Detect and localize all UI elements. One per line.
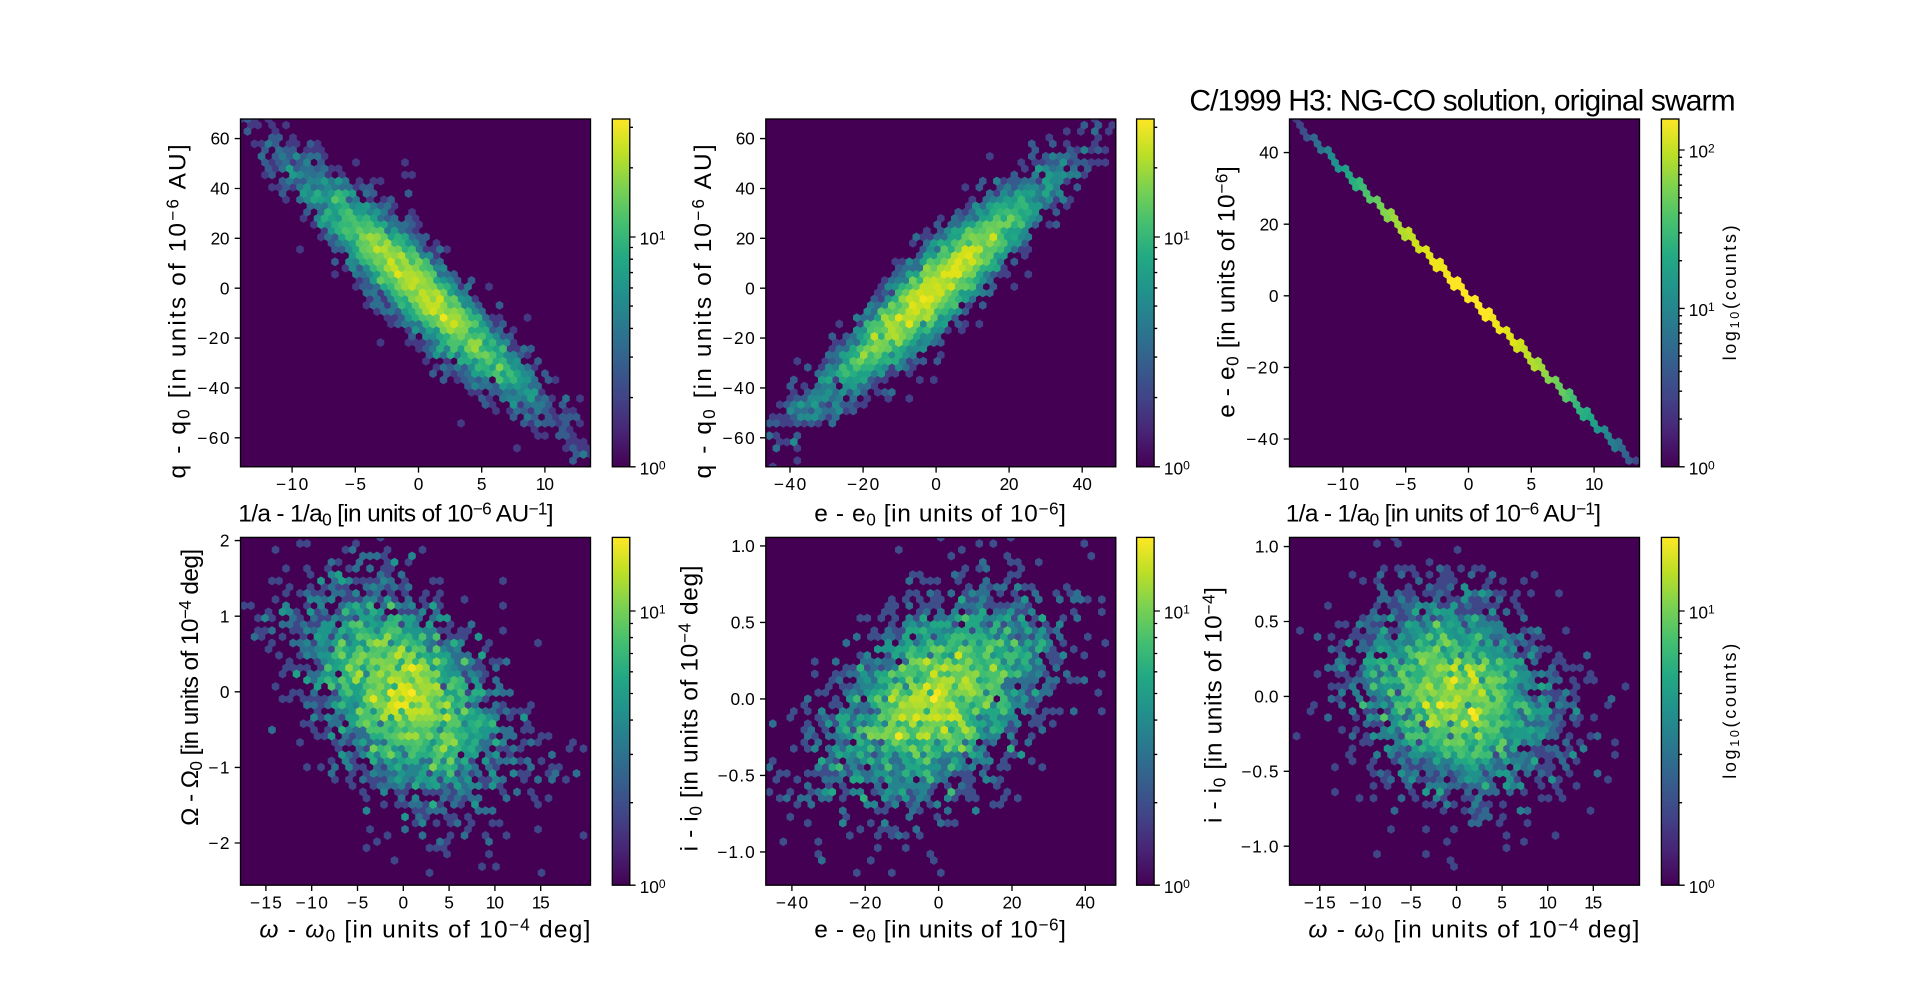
svg-text:−1.0: −1.0 [1241,836,1279,856]
svg-text:40: 40 [1259,143,1278,163]
svg-text:0: 0 [1452,893,1462,913]
svg-text:−40: −40 [774,474,806,494]
svg-text:−60: −60 [197,428,229,448]
svg-text:60: 60 [211,129,230,149]
svg-text:0.0: 0.0 [731,689,755,709]
svg-text:e - e0 [in units of 10−6]: e - e0 [in units of 10−6] [814,498,1066,529]
svg-text:5: 5 [477,474,487,494]
svg-text:−10: −10 [1327,474,1359,494]
svg-text:−10: −10 [296,893,328,913]
svg-text:0.5: 0.5 [731,613,755,633]
svg-text:0: 0 [934,893,944,913]
svg-text:0: 0 [414,474,424,494]
svg-text:15: 15 [532,893,550,913]
svg-text:0: 0 [745,278,755,298]
svg-text:0: 0 [1464,474,1474,494]
svg-text:20: 20 [1260,214,1279,234]
svg-text:0: 0 [1269,286,1279,306]
svg-text:10: 10 [486,893,504,913]
svg-text:−10: −10 [276,474,308,494]
svg-text:ω - ω0 [in units of 10−4 deg]: ω - ω0 [in units of 10−4 deg] [259,914,590,945]
svg-text:2: 2 [220,531,230,551]
svg-text:20: 20 [736,228,755,248]
svg-text:1: 1 [220,606,230,626]
svg-text:20: 20 [1003,893,1022,913]
svg-text:Ω - Ω0 [in units of 10−4 deg]: Ω - Ω0 [in units of 10−4 deg] [174,549,205,826]
svg-text:−40: −40 [776,893,808,913]
svg-text:−0.5: −0.5 [718,766,755,786]
svg-text:15: 15 [1584,893,1602,913]
svg-text:40: 40 [210,179,229,199]
svg-text:−40: −40 [722,378,754,398]
svg-text:10: 10 [1585,474,1603,494]
svg-text:−15: −15 [250,893,282,913]
svg-text:1.0: 1.0 [1255,537,1279,557]
svg-text:5: 5 [444,893,454,913]
svg-text:20: 20 [211,228,230,248]
svg-text:i - i0 [in units of 10−4 deg]: i - i0 [in units of 10−4 deg] [674,565,705,851]
svg-text:60: 60 [736,129,755,149]
svg-text:0: 0 [398,893,408,913]
svg-text:−2: −2 [208,833,229,853]
svg-text:−20: −20 [849,893,881,913]
svg-text:1.0: 1.0 [731,536,755,556]
svg-text:−15: −15 [1304,893,1336,913]
svg-text:10: 10 [536,474,554,494]
svg-text:40: 40 [1076,893,1095,913]
svg-text:ω - ω0 [in units of 10−4 deg]: ω - ω0 [in units of 10−4 deg] [1308,914,1639,945]
svg-text:−1.0: −1.0 [717,842,755,862]
svg-text:−20: −20 [722,328,754,348]
svg-text:0.0: 0.0 [1254,687,1278,707]
svg-text:20: 20 [1000,474,1019,494]
svg-text:5: 5 [1497,893,1507,913]
svg-text:q - q0 [in units of 10−6 AU]: q - q0 [in units of 10−6 AU] [687,144,718,478]
svg-text:0.5: 0.5 [1255,612,1279,632]
svg-text:−0.5: −0.5 [1241,761,1278,781]
svg-text:−40: −40 [197,378,229,398]
svg-text:e - e0 [in units of 10−6]: e - e0 [in units of 10−6] [1211,166,1242,418]
svg-text:−20: −20 [197,328,229,348]
svg-text:−20: −20 [1246,358,1278,378]
svg-text:1/a - 1/a0 [in units of 10−6 A: 1/a - 1/a0 [in units of 10−6 AU−1] [1286,498,1601,529]
svg-text:−20: −20 [847,474,879,494]
svg-text:e - e0 [in units of 10−6]: e - e0 [in units of 10−6] [814,914,1066,945]
svg-text:5: 5 [1526,474,1536,494]
svg-text:0: 0 [220,278,230,298]
svg-text:40: 40 [1073,474,1092,494]
svg-text:−40: −40 [1246,429,1278,449]
svg-text:C/1999 H3: NG-CO solution, ori: C/1999 H3: NG-CO solution, original swar… [1189,85,1735,118]
svg-text:0: 0 [220,682,230,702]
svg-text:−10: −10 [1349,893,1381,913]
svg-text:10: 10 [1539,893,1557,913]
svg-text:40: 40 [736,179,755,199]
svg-text:q - q0 [in units of 10−6 AU]: q - q0 [in units of 10−6 AU] [162,144,193,478]
svg-text:0: 0 [931,474,941,494]
svg-text:1/a - 1/a0 [in units of 10−6 A: 1/a - 1/a0 [in units of 10−6 AU−1] [238,498,553,529]
svg-text:−60: −60 [722,428,754,448]
